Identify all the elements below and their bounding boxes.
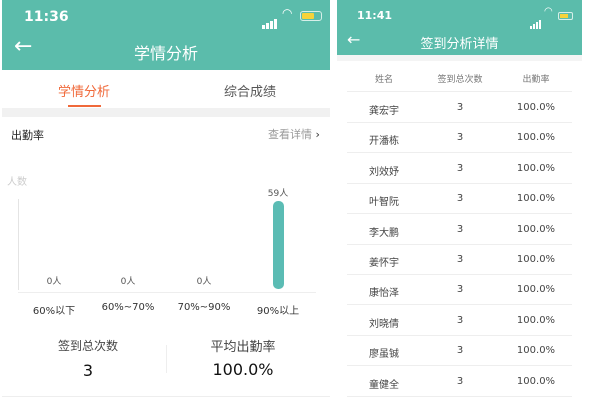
cell-rate: 100.0% bbox=[516, 254, 556, 265]
signal-icon bbox=[262, 10, 278, 29]
cell-count: 3 bbox=[456, 314, 464, 326]
table-row[interactable]: 康怡泽 3 100.0% bbox=[347, 275, 572, 306]
cell-rate: 100.0% bbox=[516, 284, 556, 296]
chevron-right-icon: › bbox=[315, 128, 320, 141]
y-axis-line bbox=[18, 199, 19, 290]
view-details-link[interactable]: 查看详情 › bbox=[268, 126, 320, 142]
cell-name: 康怡泽 bbox=[369, 288, 399, 300]
table-row[interactable]: 姜怀宇 3 100.0% bbox=[347, 245, 572, 275]
column-header-name: 姓名 bbox=[374, 75, 394, 85]
data-label: 59人 bbox=[267, 189, 289, 199]
header-shadow bbox=[337, 55, 582, 61]
stat-average-value: 100.0% bbox=[212, 360, 274, 379]
section-divider bbox=[2, 108, 330, 117]
view-details-label: 查看详情 bbox=[268, 128, 312, 141]
left-screen: 11:36 ◠ ← 学情分析 学情分析 综合成绩 出勤率 查看详情 › 人数 0… bbox=[2, 0, 330, 400]
cell-name: 龚宏宇 bbox=[369, 106, 399, 117]
cell-count: 3 bbox=[456, 102, 464, 113]
x-tick-label: 90%以上 bbox=[256, 306, 300, 317]
table-row[interactable]: 童健全 3 100.0% bbox=[347, 367, 572, 397]
cell-count: 3 bbox=[456, 162, 464, 174]
x-axis-line bbox=[18, 292, 316, 293]
table-row[interactable]: 开潘栋 3 100.0% bbox=[347, 123, 572, 154]
cell-name: 刘晓倩 bbox=[369, 318, 399, 330]
cell-count: 3 bbox=[456, 223, 464, 235]
status-time: 11:41 bbox=[357, 9, 393, 22]
bottom-divider bbox=[2, 396, 330, 397]
app-header: 11:41 ◠ ← 签到分析详情 bbox=[337, 0, 582, 55]
cell-rate: 100.0% bbox=[516, 132, 556, 144]
wifi-icon: ◠ bbox=[282, 6, 293, 20]
signal-icon bbox=[530, 10, 542, 29]
data-label: 0人 bbox=[196, 277, 212, 287]
table-row[interactable]: 刘晓倩 3 100.0% bbox=[347, 306, 572, 336]
wifi-icon: ◠ bbox=[544, 6, 553, 17]
app-header: 11:36 ◠ ← 学情分析 bbox=[2, 0, 330, 70]
cell-count: 3 bbox=[456, 284, 464, 296]
cell-name: 李大鹏 bbox=[369, 227, 399, 239]
x-tick-label: 60%以下 bbox=[32, 306, 76, 317]
table-row[interactable]: 龚宏宇 3 100.0% bbox=[347, 93, 572, 123]
cell-rate: 100.0% bbox=[516, 223, 556, 235]
column-header-rate: 出勤率 bbox=[522, 75, 550, 85]
cell-count: 3 bbox=[456, 254, 464, 265]
cell-name: 叶智阮 bbox=[369, 197, 399, 209]
cell-count: 3 bbox=[456, 345, 464, 357]
cell-rate: 100.0% bbox=[516, 162, 556, 174]
tab-overall-score[interactable]: 综合成绩 bbox=[223, 85, 276, 100]
cell-rate: 100.0% bbox=[516, 375, 556, 387]
cell-name: 开潘栋 bbox=[369, 136, 399, 148]
battery-icon bbox=[300, 11, 322, 21]
table-row[interactable]: 廖虽铖 3 100.0% bbox=[347, 336, 572, 367]
bar bbox=[273, 201, 284, 289]
battery-icon bbox=[558, 12, 573, 20]
status-time: 11:36 bbox=[24, 9, 69, 25]
stat-total-value: 3 bbox=[82, 361, 94, 380]
column-header-count: 签到总次数 bbox=[437, 75, 483, 85]
cell-rate: 100.0% bbox=[516, 102, 556, 113]
cell-name: 廖虽铖 bbox=[369, 349, 399, 361]
x-tick-label: 60%~70% bbox=[101, 302, 155, 313]
stats-divider bbox=[166, 345, 167, 373]
cell-rate: 100.0% bbox=[516, 345, 556, 357]
cell-name: 姜怀宇 bbox=[369, 258, 399, 269]
back-arrow-icon[interactable]: ← bbox=[347, 30, 361, 49]
page-title: 签到分析详情 bbox=[420, 37, 499, 52]
right-screen: 11:41 ◠ ← 签到分析详情 姓名 签到总次数 出勤率 龚宏宇 3 100.0%… bbox=[337, 0, 582, 400]
back-arrow-icon[interactable]: ← bbox=[14, 34, 33, 59]
data-label: 0人 bbox=[46, 277, 62, 287]
cell-rate: 100.0% bbox=[516, 193, 556, 205]
data-label: 0人 bbox=[120, 277, 136, 287]
cell-count: 3 bbox=[456, 193, 464, 205]
cell-count: 3 bbox=[456, 132, 464, 144]
cell-name: 刘效妤 bbox=[369, 166, 399, 178]
section-title: 出勤率 bbox=[11, 129, 44, 142]
stat-total-label: 签到总次数 bbox=[57, 339, 118, 353]
page-title: 学情分析 bbox=[133, 44, 198, 63]
y-axis-label: 人数 bbox=[7, 177, 27, 188]
x-tick-label: 70%~90% bbox=[177, 302, 231, 313]
cell-rate: 100.0% bbox=[516, 314, 556, 326]
tab-active-underline bbox=[68, 105, 101, 107]
cell-name: 童健全 bbox=[369, 379, 399, 391]
table-row[interactable]: 刘效妤 3 100.0% bbox=[347, 154, 572, 184]
stat-average-label: 平均出勤率 bbox=[210, 340, 276, 355]
tab-analysis[interactable]: 学情分析 bbox=[57, 85, 110, 100]
table-header: 姓名 签到总次数 出勤率 bbox=[347, 62, 572, 92]
table-row[interactable]: 叶智阮 3 100.0% bbox=[347, 184, 572, 215]
cell-count: 3 bbox=[456, 375, 464, 387]
table-row[interactable]: 李大鹏 3 100.0% bbox=[347, 215, 572, 245]
